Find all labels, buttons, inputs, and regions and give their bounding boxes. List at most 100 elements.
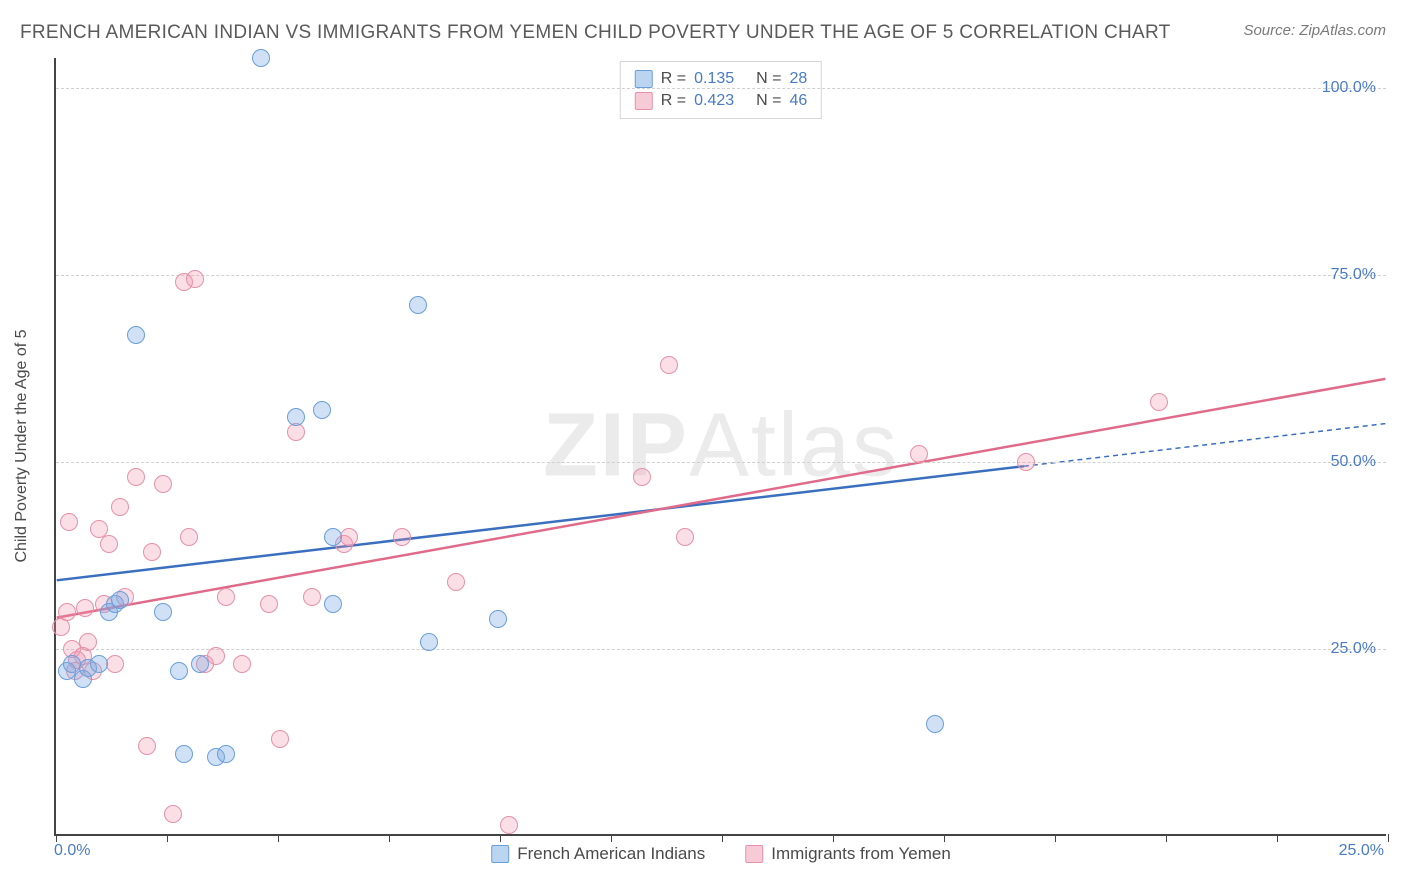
legend-stats-row-blue: R = 0.135 N = 28 bbox=[635, 68, 807, 90]
data-point-pink bbox=[1017, 453, 1035, 471]
data-point-blue bbox=[324, 528, 342, 546]
data-point-pink bbox=[76, 599, 94, 617]
data-point-blue bbox=[313, 401, 331, 419]
data-point-blue bbox=[154, 603, 172, 621]
legend-label-blue: French American Indians bbox=[517, 844, 705, 864]
data-point-pink bbox=[260, 595, 278, 613]
x-tick-mark bbox=[1166, 834, 1167, 842]
n-label: N = bbox=[756, 70, 781, 88]
x-tick-mark bbox=[1277, 834, 1278, 842]
data-point-blue bbox=[111, 591, 129, 609]
data-point-blue bbox=[170, 662, 188, 680]
data-point-pink bbox=[143, 543, 161, 561]
data-point-pink bbox=[127, 468, 145, 486]
data-point-blue bbox=[287, 408, 305, 426]
r-value: 0.135 bbox=[694, 70, 748, 88]
swatch-pink bbox=[745, 845, 763, 863]
x-tick-label: 0.0% bbox=[54, 842, 90, 860]
data-point-pink bbox=[180, 528, 198, 546]
watermark: ZIPAtlas bbox=[543, 395, 899, 498]
data-point-pink bbox=[138, 737, 156, 755]
n-value: 46 bbox=[789, 92, 807, 110]
data-point-pink bbox=[500, 816, 518, 834]
x-tick-mark bbox=[611, 834, 612, 842]
x-tick-mark bbox=[1055, 834, 1056, 842]
data-point-pink bbox=[910, 445, 928, 463]
r-label: R = bbox=[661, 70, 686, 88]
data-point-pink bbox=[233, 655, 251, 673]
n-label: N = bbox=[756, 92, 781, 110]
data-point-pink bbox=[207, 647, 225, 665]
data-point-blue bbox=[191, 655, 209, 673]
data-point-pink bbox=[447, 573, 465, 591]
data-point-pink bbox=[1150, 393, 1168, 411]
plot-area: ZIPAtlas R = 0.135 N = 28 R = 0.423 N = … bbox=[54, 58, 1386, 836]
data-point-blue bbox=[489, 610, 507, 628]
x-tick-mark bbox=[167, 834, 168, 842]
data-point-pink bbox=[660, 356, 678, 374]
swatch-blue-icon bbox=[635, 70, 653, 88]
data-point-blue bbox=[175, 745, 193, 763]
gridline bbox=[56, 462, 1386, 463]
legend-label-pink: Immigrants from Yemen bbox=[771, 844, 951, 864]
gridline bbox=[56, 649, 1386, 650]
data-point-pink bbox=[633, 468, 651, 486]
data-point-blue bbox=[252, 49, 270, 67]
trend-lines bbox=[56, 58, 1386, 834]
watermark-bold: ZIP bbox=[543, 396, 689, 496]
legend-item-blue: French American Indians bbox=[491, 844, 705, 864]
x-tick-mark bbox=[56, 834, 57, 842]
x-tick-mark bbox=[833, 834, 834, 842]
y-tick-label: 25.0% bbox=[1331, 640, 1376, 658]
swatch-pink-icon bbox=[635, 92, 653, 110]
x-tick-label: 25.0% bbox=[1339, 842, 1384, 860]
data-point-pink bbox=[100, 535, 118, 553]
x-tick-mark bbox=[1388, 834, 1389, 842]
gridline bbox=[56, 275, 1386, 276]
data-point-blue bbox=[90, 655, 108, 673]
n-value: 28 bbox=[789, 70, 807, 88]
x-tick-mark bbox=[278, 834, 279, 842]
swatch-blue bbox=[491, 845, 509, 863]
data-point-pink bbox=[60, 513, 78, 531]
trend-line-pink bbox=[57, 379, 1386, 618]
data-point-pink bbox=[79, 633, 97, 651]
data-point-pink bbox=[393, 528, 411, 546]
r-label: R = bbox=[661, 92, 686, 110]
legend-item-pink: Immigrants from Yemen bbox=[745, 844, 951, 864]
data-point-pink bbox=[164, 805, 182, 823]
data-point-pink bbox=[106, 655, 124, 673]
data-point-pink bbox=[111, 498, 129, 516]
data-point-pink bbox=[154, 475, 172, 493]
data-point-blue bbox=[409, 296, 427, 314]
data-point-blue bbox=[324, 595, 342, 613]
y-axis-label: Child Poverty Under the Age of 5 bbox=[13, 329, 31, 562]
y-tick-label: 100.0% bbox=[1322, 79, 1376, 97]
trend-line-blue bbox=[57, 466, 1024, 580]
data-point-pink bbox=[303, 588, 321, 606]
data-point-blue bbox=[926, 715, 944, 733]
data-point-pink bbox=[186, 270, 204, 288]
legend-series: French American Indians Immigrants from … bbox=[491, 844, 951, 864]
data-point-blue bbox=[420, 633, 438, 651]
data-point-pink bbox=[340, 528, 358, 546]
legend-stats: R = 0.135 N = 28 R = 0.423 N = 46 bbox=[620, 61, 822, 119]
r-value: 0.423 bbox=[694, 92, 748, 110]
y-tick-label: 50.0% bbox=[1331, 453, 1376, 471]
data-point-pink bbox=[271, 730, 289, 748]
x-tick-mark bbox=[722, 834, 723, 842]
y-tick-label: 75.0% bbox=[1331, 266, 1376, 284]
source-attribution: Source: ZipAtlas.com bbox=[1243, 22, 1386, 39]
data-point-pink bbox=[58, 603, 76, 621]
watermark-rest: Atlas bbox=[689, 396, 899, 496]
x-tick-mark bbox=[500, 834, 501, 842]
data-point-blue bbox=[127, 326, 145, 344]
chart-title: FRENCH AMERICAN INDIAN VS IMMIGRANTS FRO… bbox=[20, 22, 1171, 44]
data-point-pink bbox=[217, 588, 235, 606]
data-point-pink bbox=[676, 528, 694, 546]
legend-stats-row-pink: R = 0.423 N = 46 bbox=[635, 90, 807, 112]
gridline bbox=[56, 88, 1386, 89]
x-tick-mark bbox=[944, 834, 945, 842]
data-point-blue bbox=[217, 745, 235, 763]
x-tick-mark bbox=[389, 834, 390, 842]
